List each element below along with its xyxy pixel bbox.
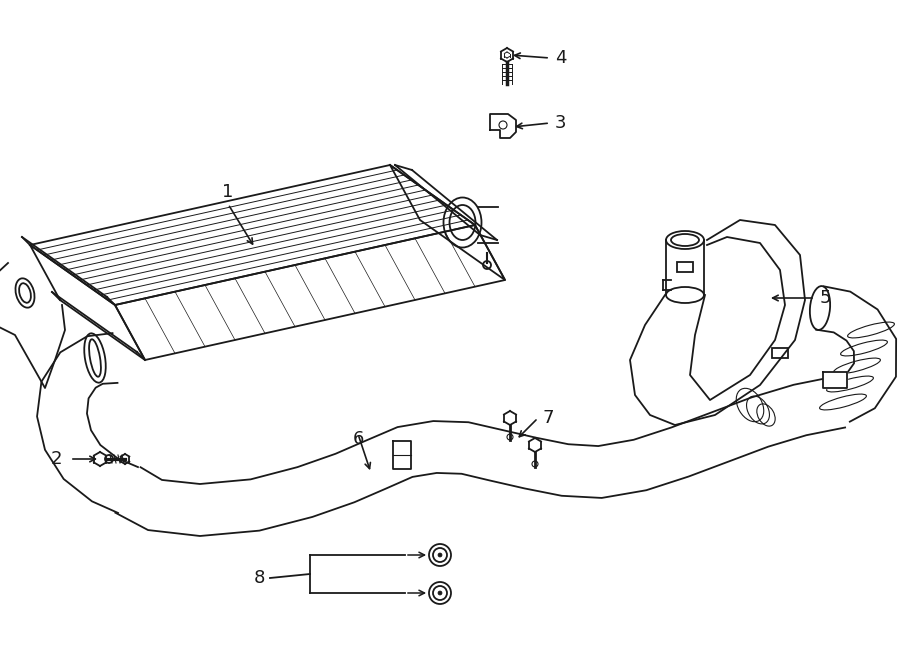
Circle shape <box>438 553 442 557</box>
Text: 6: 6 <box>352 430 364 448</box>
Text: 1: 1 <box>222 183 234 201</box>
Circle shape <box>499 121 507 129</box>
Polygon shape <box>823 372 847 388</box>
Text: 8: 8 <box>254 569 265 587</box>
Text: 3: 3 <box>555 114 566 132</box>
Text: 5: 5 <box>820 289 832 307</box>
Text: 2: 2 <box>50 450 62 468</box>
Text: 7: 7 <box>543 409 554 427</box>
Text: 4: 4 <box>555 49 566 67</box>
Circle shape <box>438 591 442 595</box>
Polygon shape <box>490 114 516 138</box>
Polygon shape <box>393 441 411 469</box>
